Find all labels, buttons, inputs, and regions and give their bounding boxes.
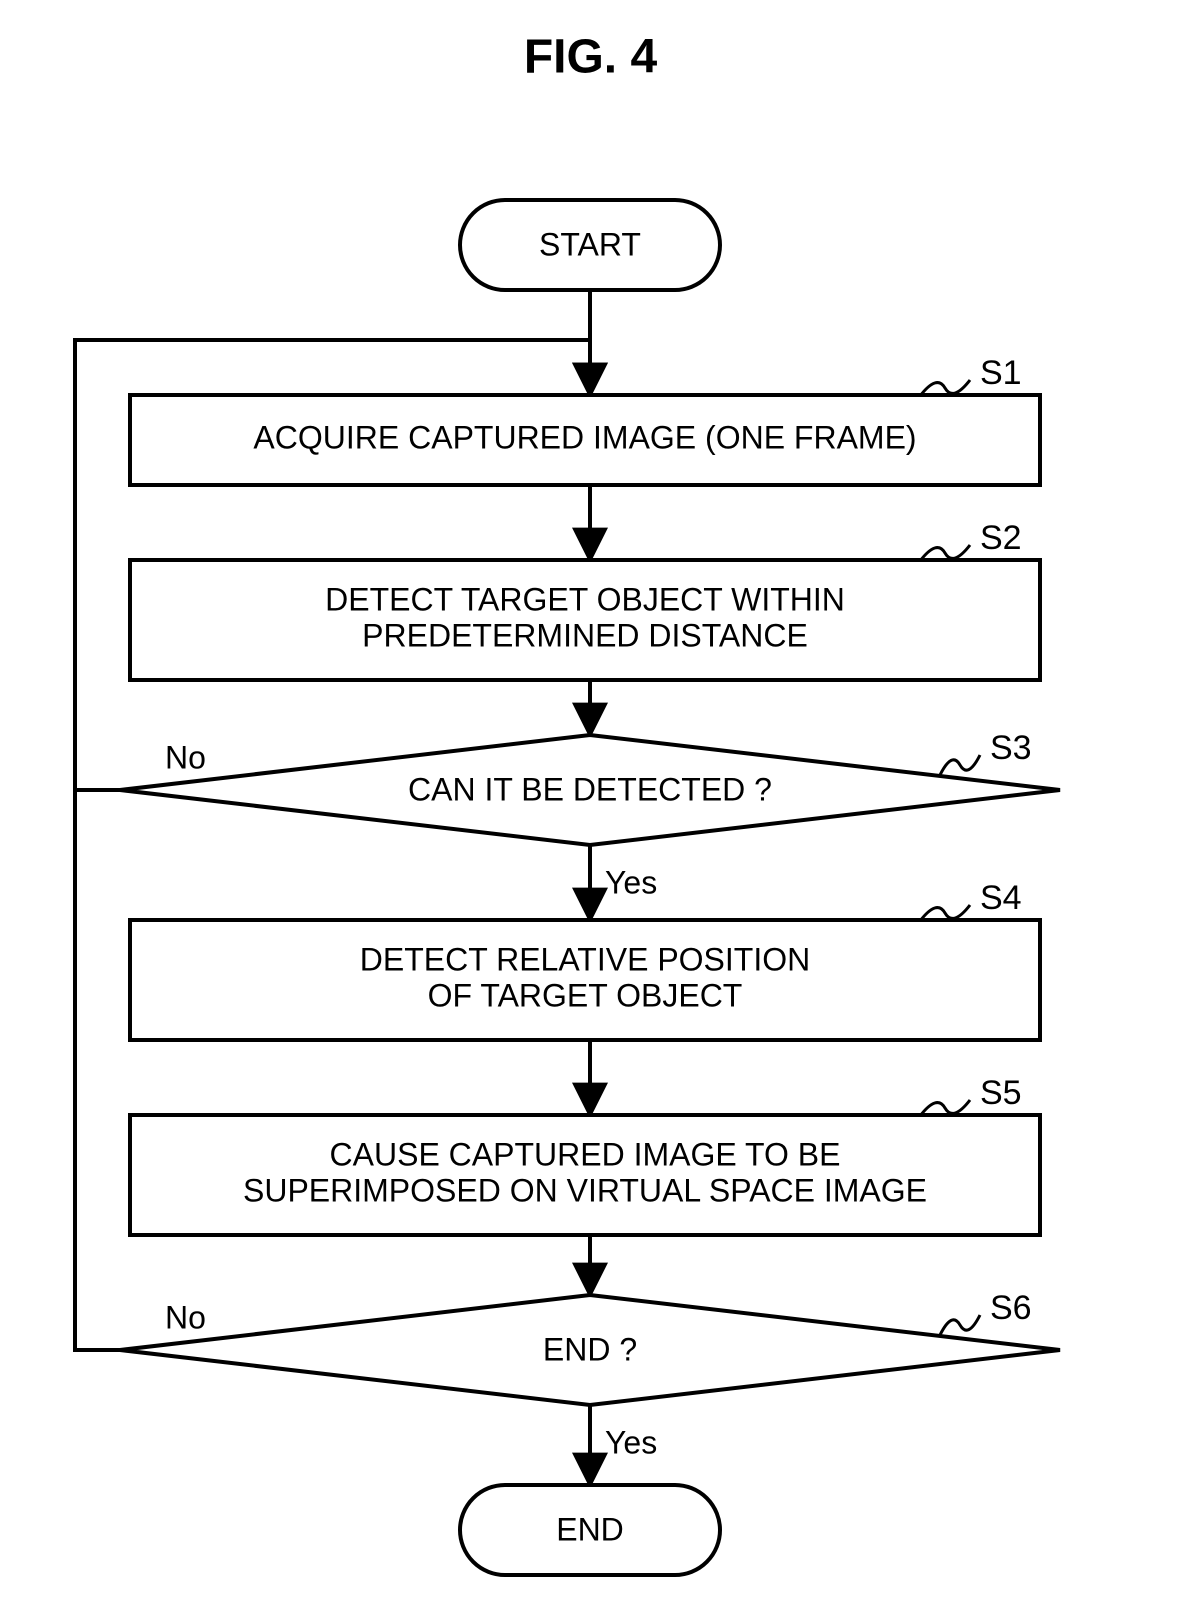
node-s2-line1: PREDETERMINED DISTANCE [362,617,808,653]
label-s6_yes: Yes [605,1424,657,1460]
step-label-s4: S4 [980,879,1022,917]
node-s6: END ? S6 [120,1289,1060,1405]
node-s2-line0: DETECT TARGET OBJECT WITHIN [325,581,845,617]
node-s5: CAUSE CAPTURED IMAGE TO BESUPERIMPOSED O… [130,1074,1040,1235]
node-s4-line1: OF TARGET OBJECT [428,977,743,1013]
node-s5-line1: SUPERIMPOSED ON VIRTUAL SPACE IMAGE [243,1172,927,1208]
node-s3: CAN IT BE DETECTED ? S3 [120,729,1060,845]
leader-s6 [940,1315,980,1335]
step-label-s5: S5 [980,1074,1022,1112]
flowchart: FIG. 4 START ACQUIRE CAPTURED IMAGE (ONE F… [0,0,1181,1623]
node-end: END [460,1485,720,1575]
node-s6-text: END ? [543,1331,637,1367]
step-label-s6: S6 [990,1289,1032,1327]
edge-s6_left_no-loop_top [75,340,120,1350]
label-s6_no: No [165,1299,206,1335]
label-s3_no: No [165,739,206,775]
node-s3-text: CAN IT BE DETECTED ? [408,771,772,807]
node-end-text: END [556,1511,624,1547]
figure-title: FIG. 4 [524,31,658,84]
node-start: START [460,200,720,290]
node-s5-line0: CAUSE CAPTURED IMAGE TO BE [330,1136,841,1172]
step-label-s2: S2 [980,519,1022,557]
leader-s3 [940,755,980,775]
node-s4: DETECT RELATIVE POSITIONOF TARGET OBJECT… [130,879,1040,1040]
step-label-s1: S1 [980,354,1022,392]
node-s2: DETECT TARGET OBJECT WITHINPREDETERMINED… [130,519,1040,680]
node-start-text: START [539,226,641,262]
node-s1: ACQUIRE CAPTURED IMAGE (ONE FRAME) S1 [130,354,1040,485]
node-s1-line0: ACQUIRE CAPTURED IMAGE (ONE FRAME) [253,419,916,455]
label-s3_yes: Yes [605,864,657,900]
node-s4-line0: DETECT RELATIVE POSITION [360,941,810,977]
step-label-s3: S3 [990,729,1032,767]
